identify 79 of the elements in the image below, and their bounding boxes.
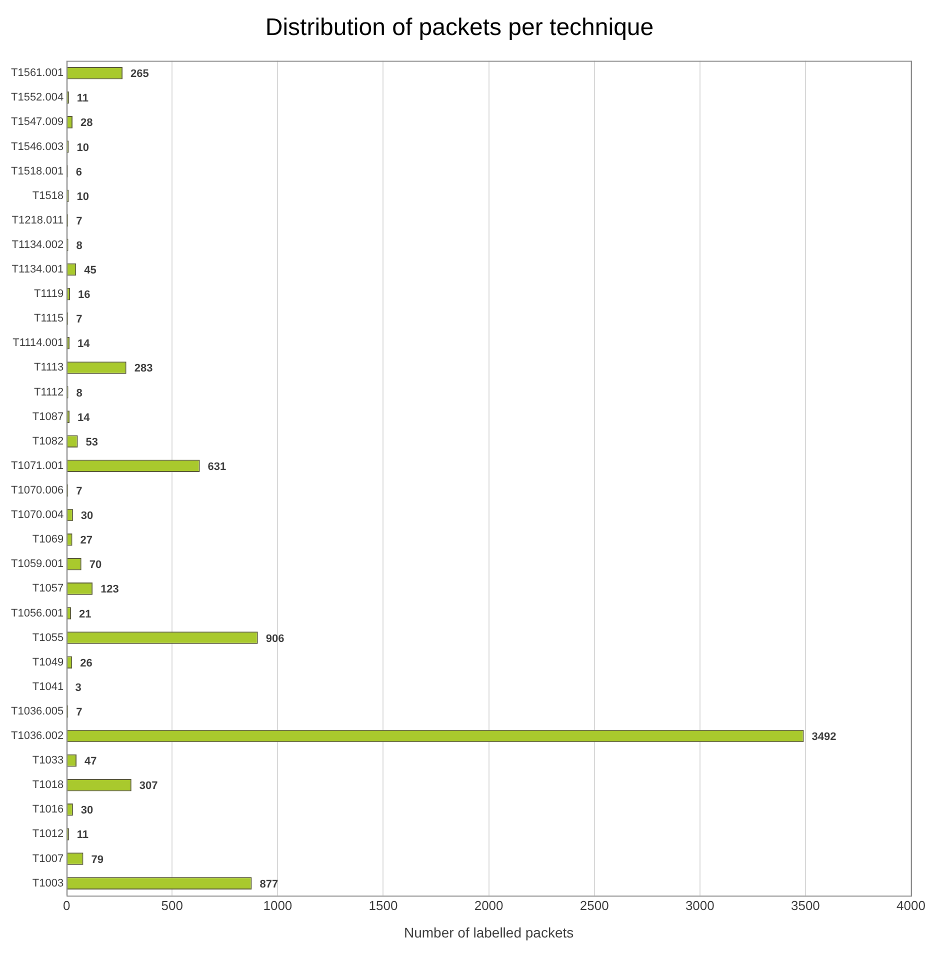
- y-tick-label: T1134.002: [12, 238, 64, 251]
- y-tick-label: T1552.004: [10, 92, 64, 104]
- y-tick-label: T1518: [32, 190, 64, 202]
- y-tick-label: T1012: [32, 828, 64, 840]
- data-label: 27: [80, 534, 93, 547]
- data-label: 45: [84, 264, 96, 277]
- x-tick-label: 3000: [685, 898, 714, 913]
- y-tick-label: T1069: [32, 534, 64, 546]
- y-tick-label: T1134.001: [12, 264, 64, 276]
- y-tick-label: T1119: [34, 288, 64, 300]
- y-tick-label: T1033: [32, 754, 64, 767]
- data-label: 30: [80, 804, 94, 817]
- data-label: 8: [76, 387, 82, 400]
- data-label: 307: [139, 780, 158, 792]
- y-tick-label: T1016: [32, 804, 64, 816]
- data-label: 877: [260, 878, 278, 890]
- data-label: 11: [76, 829, 89, 842]
- data-label: 10: [76, 190, 89, 203]
- x-tick-label: 1000: [263, 898, 292, 913]
- chart-title: Distribution of packets per technique: [265, 14, 654, 42]
- y-tick-label: T1007: [32, 852, 64, 865]
- data-label: 6: [76, 166, 82, 178]
- y-tick-label: T1070.006: [10, 484, 64, 497]
- data-label: 14: [78, 338, 91, 350]
- x-tick-label: 1500: [368, 898, 398, 913]
- data-label: 906: [266, 632, 284, 645]
- data-label: 7: [76, 215, 82, 228]
- y-tick-label: T1561.001: [10, 67, 64, 80]
- data-label: 21: [79, 608, 92, 620]
- x-tick-label: 2500: [580, 898, 609, 913]
- data-label: 26: [80, 657, 92, 670]
- y-tick-label: T1112: [34, 386, 64, 398]
- y-tick-label: T1056.001: [10, 607, 64, 620]
- y-tick-label: T1087: [32, 410, 64, 423]
- y-tick-label: T1113: [34, 362, 64, 374]
- y-tick-label: T1057: [32, 582, 64, 595]
- y-tick-label: T1114.001: [12, 337, 64, 350]
- data-label: 30: [80, 510, 94, 522]
- y-tick-label: T1041: [32, 680, 64, 693]
- data-label: 10: [76, 142, 89, 154]
- y-tick-label: T1036.002: [10, 730, 64, 742]
- data-label: 79: [91, 854, 104, 866]
- y-tick-label: T1547.009: [10, 116, 64, 128]
- y-tick-label: T1518.001: [10, 165, 64, 178]
- x-tick-label: 3500: [790, 898, 820, 913]
- x-tick-label: 2000: [474, 898, 504, 913]
- y-tick-label: T1049: [32, 656, 64, 668]
- y-tick-label: T1070.004: [10, 509, 64, 522]
- data-label: 7: [76, 314, 82, 326]
- data-label: 11: [76, 92, 89, 105]
- y-tick-label: T1218.011: [12, 214, 64, 226]
- data-label: 28: [80, 117, 93, 130]
- data-label: 283: [134, 362, 153, 375]
- data-label: 47: [84, 756, 97, 768]
- y-tick-label: T1059.001: [10, 558, 64, 570]
- data-label: 7: [76, 486, 82, 498]
- y-tick-label: T1546.003: [10, 140, 64, 153]
- y-tick-label: T1003: [32, 877, 64, 890]
- data-label: 7: [76, 706, 82, 718]
- data-label: 53: [86, 436, 98, 448]
- data-label: 3492: [812, 731, 836, 744]
- data-label: 3: [75, 682, 82, 694]
- data-label: 265: [130, 68, 149, 80]
- data-label: 8: [76, 240, 82, 252]
- y-tick-label: T1036.005: [10, 705, 64, 718]
- data-label: 123: [100, 584, 119, 596]
- y-tick-label: T1055: [32, 632, 64, 644]
- data-label: 14: [78, 412, 91, 424]
- y-tick-label: T1115: [34, 312, 64, 325]
- data-label: 631: [208, 460, 226, 473]
- data-label: 16: [78, 289, 90, 302]
- y-tick-label: T1082: [32, 435, 64, 448]
- y-tick-label: T1071.001: [10, 460, 64, 472]
- data-label: 70: [89, 559, 102, 572]
- x-tick-label: 500: [161, 898, 183, 913]
- x-tick-label: 4000: [896, 898, 926, 913]
- x-tick-label: 0: [62, 898, 70, 913]
- y-tick-label: T1018: [32, 779, 64, 792]
- x-axis-title: Number of labelled packets: [404, 924, 574, 940]
